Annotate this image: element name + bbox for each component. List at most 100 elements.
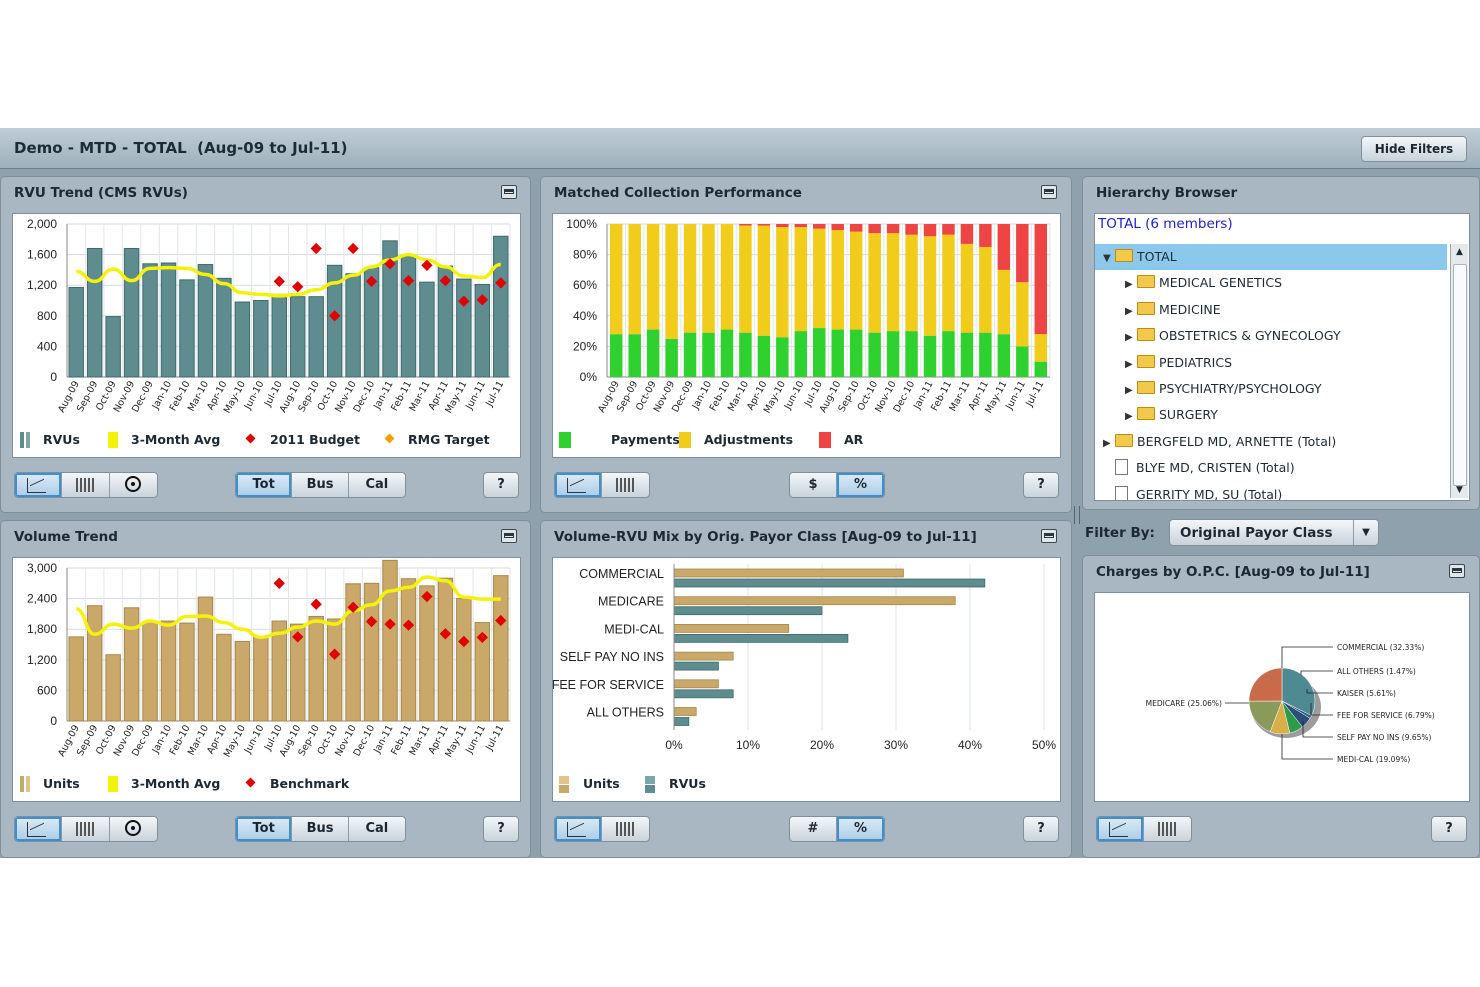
tree-item[interactable]: ▶ MEDICAL GENETICS xyxy=(1095,270,1447,296)
expand-arrow-icon[interactable]: ▶ xyxy=(1125,332,1133,344)
line-chart-icon[interactable] xyxy=(1097,817,1145,841)
grid-view-icon[interactable] xyxy=(602,817,649,841)
maximize-icon[interactable] xyxy=(1041,185,1057,199)
grid-view-icon[interactable] xyxy=(602,473,649,497)
payor-mix-chart: 0% 10% 20% 30% 40% 50% COMMERCIAL MEDICARE MEDI-… xyxy=(552,557,1061,802)
expand-arrow-icon[interactable]: ▶ xyxy=(1125,385,1133,396)
help-button[interactable]: ? xyxy=(497,821,505,836)
dollar-button[interactable]: $ xyxy=(790,473,838,497)
hide-filters-button[interactable]: Hide Filters xyxy=(1361,136,1467,162)
volume-chart-svg: 06001,2001,8002,4003,000Aug-09Sep-09Oct-… xyxy=(27,559,511,759)
panel-title: Volume Trend xyxy=(14,529,118,545)
expand-arrow-icon[interactable]: ▶ xyxy=(1125,411,1133,423)
category-label: ALL OTHERS xyxy=(587,706,664,720)
expand-arrow-icon[interactable]: ▶ xyxy=(1125,305,1133,317)
scroll-up-icon[interactable]: ▲ xyxy=(1456,247,1463,257)
scope-toggle: Tot Bus Cal xyxy=(235,816,406,842)
leader-line xyxy=(1302,721,1333,738)
bar xyxy=(179,279,195,378)
stacked-bar-segment xyxy=(739,225,752,333)
stacked-bar-segment xyxy=(1016,282,1029,347)
bus-button[interactable]: Bus xyxy=(292,817,349,841)
stacked-bar-segment xyxy=(683,224,697,333)
expand-arrow-icon[interactable]: ▶ xyxy=(1125,279,1133,291)
category-label: SELF PAY NO INS xyxy=(560,650,664,664)
stacked-bar-segment xyxy=(813,228,826,329)
x-tick-label: 30% xyxy=(884,738,908,752)
units-bar xyxy=(673,624,790,633)
target-icon[interactable] xyxy=(110,473,157,497)
expand-arrow-icon[interactable]: ▶ xyxy=(1103,437,1111,449)
count-button[interactable]: # xyxy=(790,817,838,841)
bar xyxy=(400,578,417,722)
stacked-bar-segment xyxy=(610,224,623,335)
maximize-icon[interactable] xyxy=(1041,529,1057,543)
tree-item[interactable]: ▼ TOTAL xyxy=(1095,244,1447,270)
cal-button[interactable]: Cal xyxy=(365,821,389,836)
help-button[interactable]: ? xyxy=(1037,477,1045,492)
tree-item[interactable]: BLYE MD, CRISTEN (Total) xyxy=(1095,455,1447,481)
stacked-bar-segment xyxy=(628,224,641,335)
avg-line xyxy=(76,252,502,298)
percent-button[interactable]: % xyxy=(837,473,884,497)
tree-item[interactable]: ▶ SURGERY xyxy=(1095,402,1447,428)
percent-button[interactable]: % xyxy=(837,817,884,841)
cal-button[interactable]: Cal xyxy=(365,477,389,492)
grid-view-icon[interactable] xyxy=(62,473,110,497)
collapse-arrow-icon[interactable]: ▼ xyxy=(1103,253,1111,264)
bar xyxy=(493,235,509,378)
splitter-handle[interactable] xyxy=(1074,506,1080,524)
folder-icon xyxy=(1137,301,1155,315)
expand-arrow-icon[interactable]: ▶ xyxy=(1125,358,1133,370)
scroll-down-icon[interactable]: ▼ xyxy=(1456,485,1463,495)
title-bar: Demo - MTD - TOTAL (Aug-09 to Jul-11) Hi… xyxy=(0,128,1480,169)
tree-item[interactable]: ▶ BERGFELD MD, ARNETTE (Total) xyxy=(1095,429,1447,455)
bus-button[interactable]: Bus xyxy=(292,473,349,497)
folder-icon xyxy=(1137,328,1155,342)
tree-item[interactable]: ▶ OBSTETRICS & GYNECOLOGY xyxy=(1095,323,1447,349)
stacked-bar-segment xyxy=(979,224,992,247)
help-button[interactable]: ? xyxy=(497,477,505,492)
stacked-bar-segment xyxy=(739,224,752,226)
chevron-down-icon[interactable]: ▼ xyxy=(1353,520,1378,545)
stacked-bar-segment xyxy=(757,224,771,226)
scroll-thumb[interactable] xyxy=(1453,264,1467,486)
y-tick-label: 40% xyxy=(573,309,597,323)
help-button[interactable]: ? xyxy=(1445,821,1453,836)
tree-item[interactable]: ▶ MEDICINE xyxy=(1095,297,1447,323)
legend-2011-budget: 2011 Budget xyxy=(245,432,360,447)
line-chart-icon[interactable] xyxy=(15,817,63,841)
line-chart-icon[interactable] xyxy=(555,817,603,841)
line-chart-icon[interactable] xyxy=(555,473,603,497)
grid-view-icon[interactable] xyxy=(1144,817,1191,841)
stacked-bar-segment xyxy=(1034,334,1047,362)
pie-label: MEDI-CAL (19.09%) xyxy=(1337,755,1410,764)
chart-type-toggle xyxy=(14,816,158,842)
bar xyxy=(493,575,509,722)
stacked-bar-segment xyxy=(886,331,900,377)
filter-select[interactable]: Original Payor Class ▼ xyxy=(1169,519,1379,546)
folder-icon xyxy=(1115,433,1133,447)
stacked-bar-segment xyxy=(942,234,955,332)
tot-button[interactable]: Tot xyxy=(236,817,293,841)
stacked-bar-segment xyxy=(720,329,734,377)
tree-scrollbar[interactable]: ▲ ▼ xyxy=(1450,244,1468,498)
marker-point xyxy=(402,274,415,287)
maximize-icon[interactable] xyxy=(501,185,517,199)
pie-label: FEE FOR SERVICE (6.79%) xyxy=(1337,711,1435,720)
bar xyxy=(345,273,361,378)
tot-button[interactable]: Tot xyxy=(236,473,293,497)
maximize-icon[interactable] xyxy=(1449,564,1465,578)
tree-item[interactable]: GERRITY MD, SU (Total) xyxy=(1095,482,1447,500)
line-chart-icon[interactable] xyxy=(15,473,63,497)
bar xyxy=(160,262,177,378)
chart-type-toggle xyxy=(554,816,650,842)
grid-view-icon[interactable] xyxy=(62,817,110,841)
stacked-bar-segment xyxy=(997,224,1011,270)
maximize-icon[interactable] xyxy=(501,529,517,543)
stacked-bar-segment xyxy=(923,224,937,237)
tree-item[interactable]: ▶ PEDIATRICS xyxy=(1095,350,1447,376)
target-icon[interactable] xyxy=(110,817,157,841)
help-button[interactable]: ? xyxy=(1037,821,1045,836)
tree-item[interactable]: ▶ PSYCHIATRY/PSYCHOLOGY xyxy=(1095,376,1447,402)
